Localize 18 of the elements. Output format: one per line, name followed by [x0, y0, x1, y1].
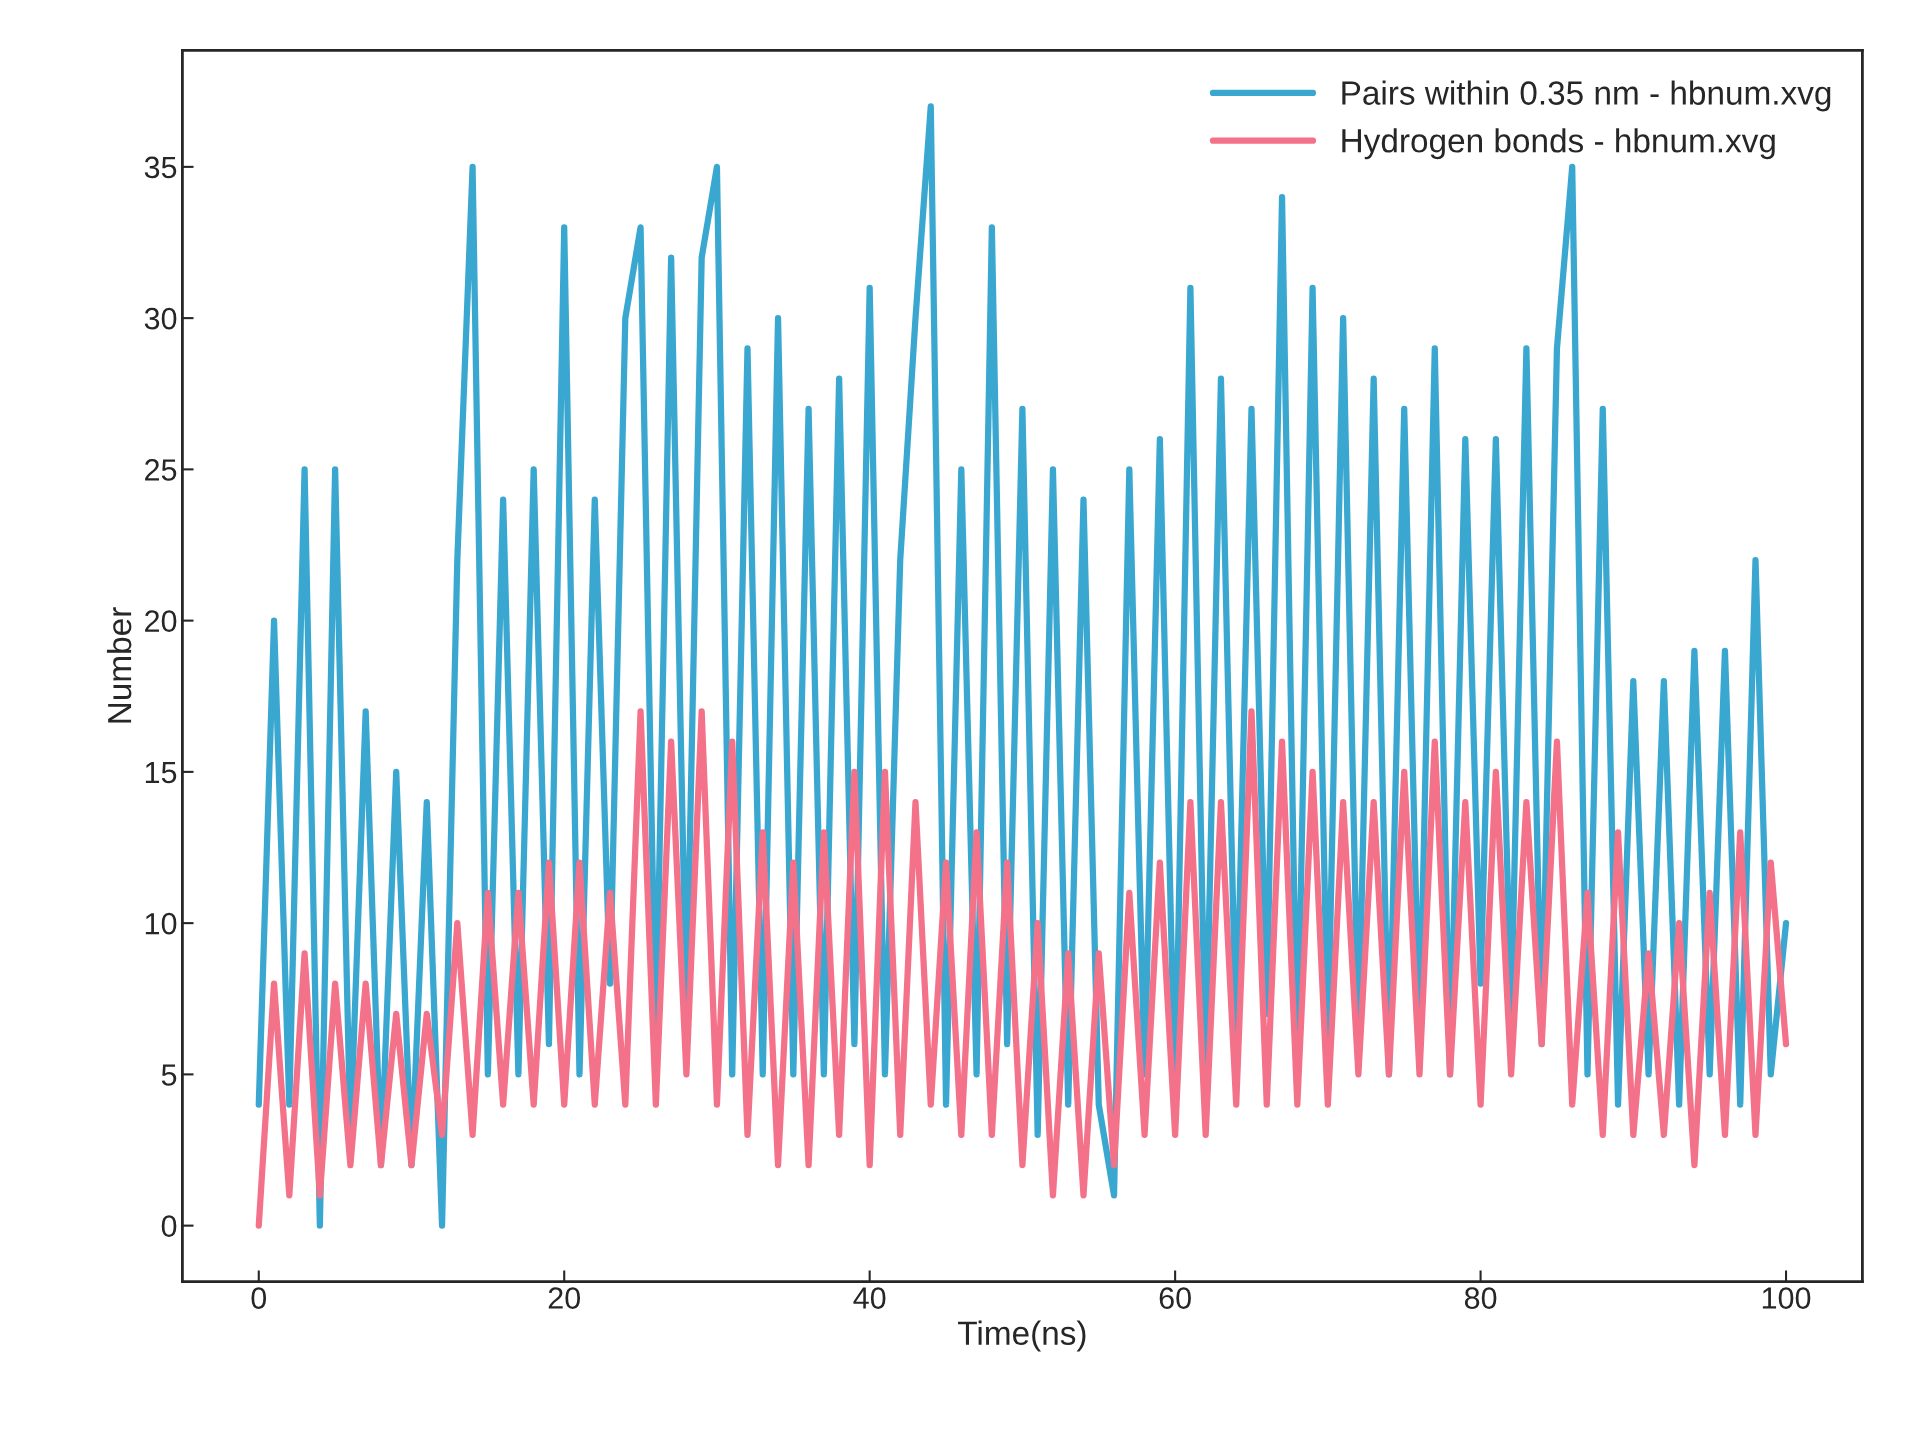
x-tick-label: 0	[251, 1287, 267, 1309]
x-axis-title: Time(ns)	[958, 1320, 1086, 1352]
x-tick-label: 20	[548, 1287, 581, 1309]
x-tick-label: 100	[1762, 1287, 1811, 1309]
y-tick-label: 35	[144, 156, 177, 179]
legend-label: Hydrogen bonds - hbnum.xvg	[1342, 128, 1775, 160]
y-axis-title: Number	[106, 607, 132, 723]
y-tick-label: 20	[145, 610, 177, 632]
y-tick-label: 5	[161, 1064, 177, 1086]
y-tick-label: 0	[161, 1215, 177, 1238]
x-tick-label: 80	[1464, 1287, 1497, 1309]
x-tick-label: 40	[853, 1287, 886, 1309]
y-tick-label: 30	[144, 307, 177, 330]
x-tick-label: 60	[1159, 1287, 1191, 1309]
y-tick-label: 25	[145, 459, 177, 481]
y-tick-label: 15	[145, 761, 177, 784]
y-tick-label: 10	[145, 912, 177, 935]
legend-label: Pairs within 0.35 nm - hbnum.xvg	[1342, 80, 1831, 112]
